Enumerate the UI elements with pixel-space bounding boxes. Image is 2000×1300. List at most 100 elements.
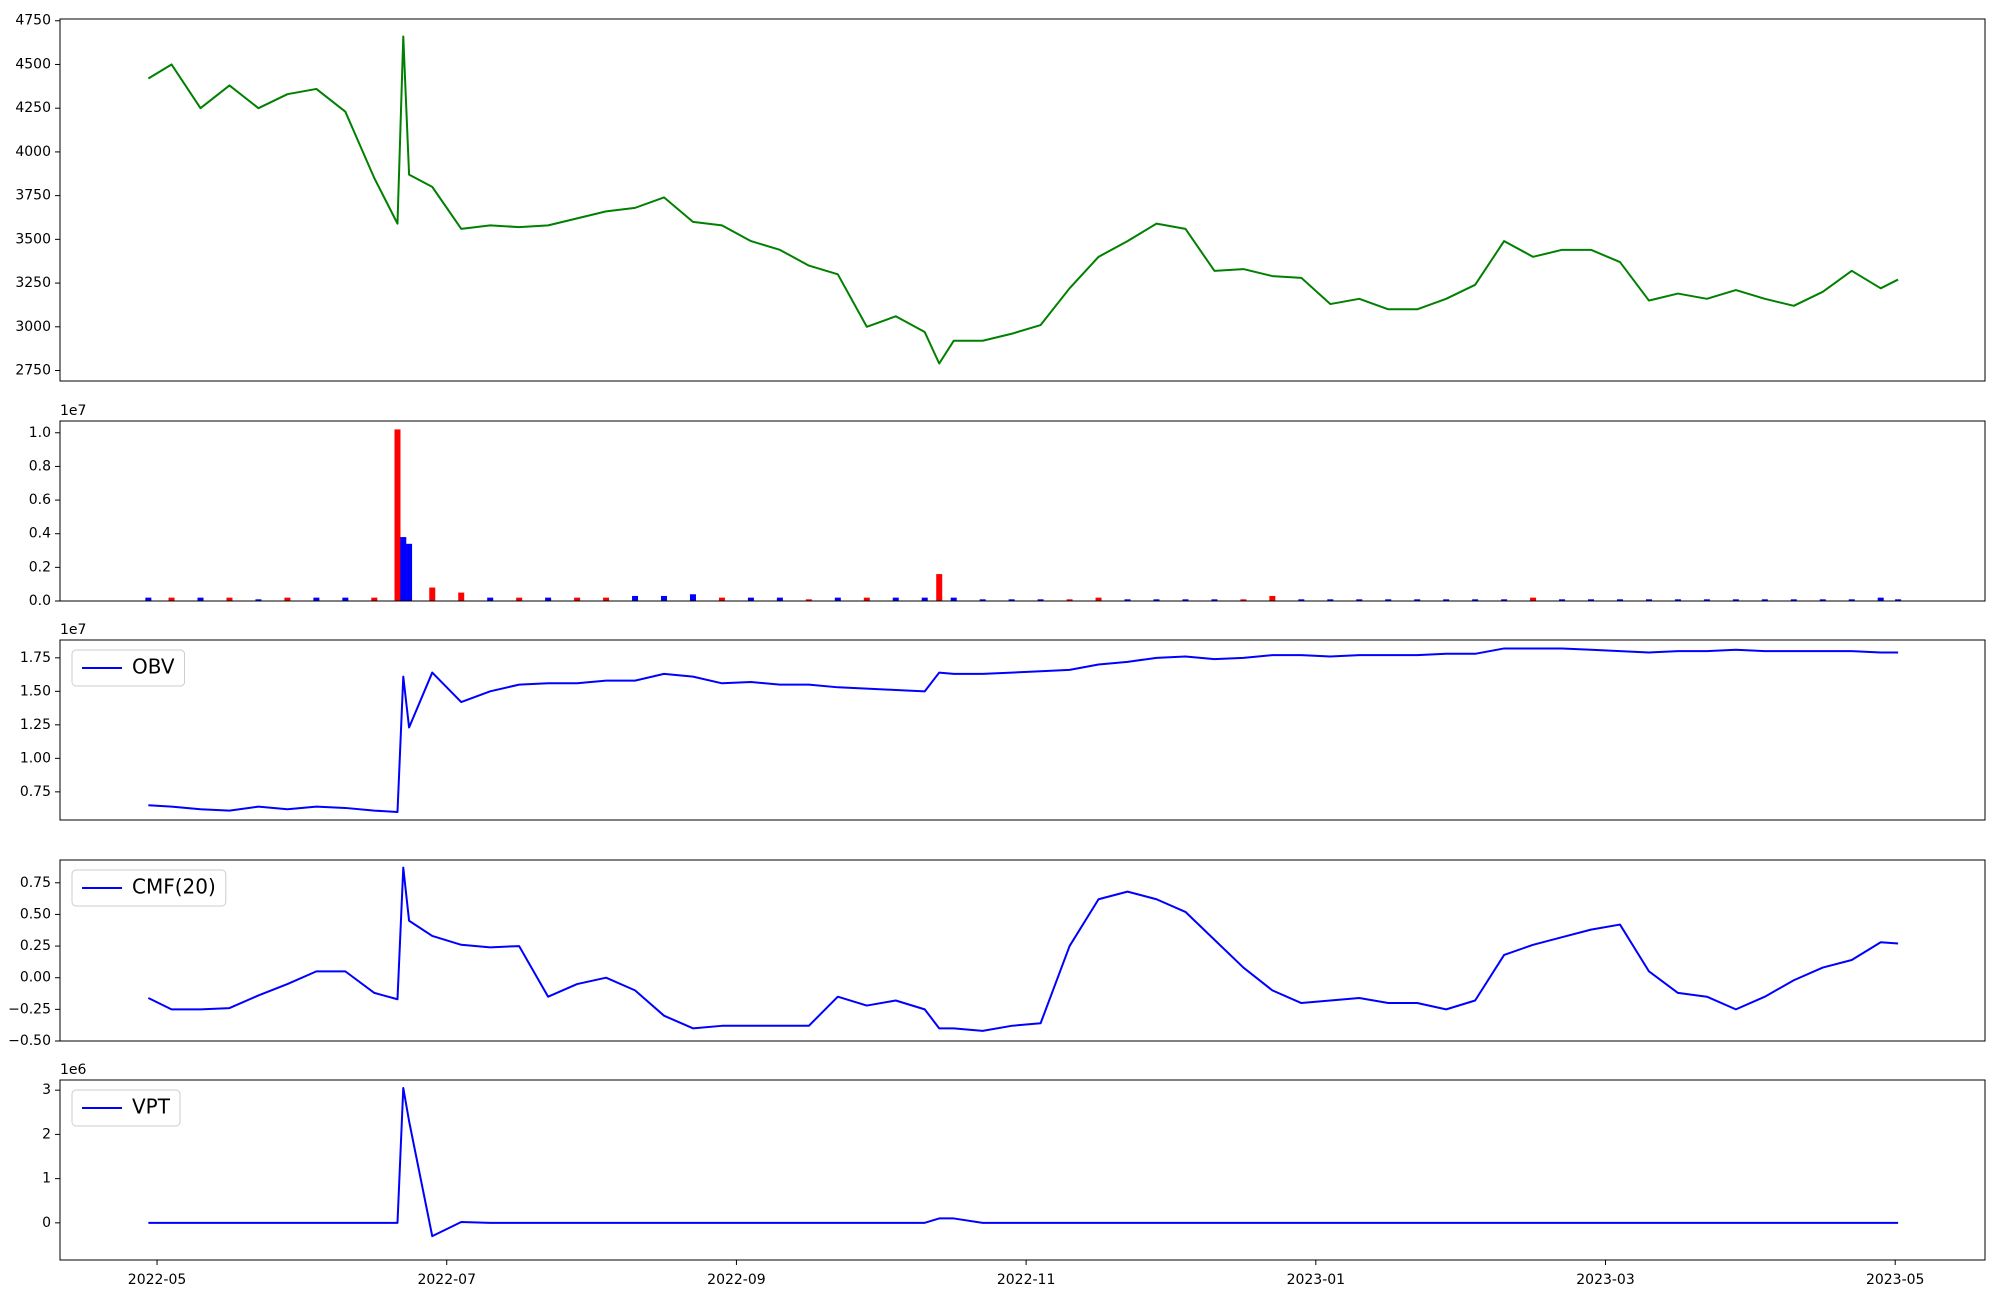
y-tick-label: 0.6: [29, 492, 51, 508]
bar: [1182, 599, 1189, 601]
bar: [1472, 599, 1479, 601]
x-tick-label: 2022-11: [997, 1272, 1056, 1288]
x-tick-label: 2023-03: [1576, 1272, 1635, 1288]
bar: [1819, 599, 1826, 601]
x-tick-label: 2022-05: [128, 1272, 187, 1288]
y-tick-label: 2750: [15, 363, 51, 379]
y-tick-label: 3000: [15, 319, 51, 335]
bar: [979, 599, 986, 601]
bar: [1008, 599, 1015, 601]
y-tick-label: −0.50: [8, 1033, 51, 1049]
y-tick-label: 0.8: [29, 458, 51, 474]
bar: [1443, 599, 1450, 601]
y-tick-label: 1: [42, 1171, 51, 1187]
bar: [834, 597, 841, 601]
bar: [1530, 597, 1537, 601]
legend-box: [71, 869, 227, 907]
line: [147, 35, 1899, 365]
bar: [1790, 599, 1797, 601]
y-tick-label: 2: [42, 1126, 51, 1142]
bar: [1095, 597, 1102, 601]
legend-box: [71, 649, 186, 687]
offset-label: 1e6: [60, 1062, 87, 1078]
bar: [1414, 599, 1421, 601]
bar: [1124, 599, 1131, 601]
y-tick-label: 3750: [15, 188, 51, 204]
x-tick-label: 2023-05: [1866, 1272, 1925, 1288]
offset-label: 1e7: [60, 403, 86, 419]
y-tick-label: 0.75: [20, 784, 51, 800]
bar: [689, 594, 696, 601]
bar: [1645, 599, 1652, 601]
bar: [255, 599, 262, 601]
bar: [487, 597, 494, 601]
bar: [516, 597, 523, 601]
bar: [226, 597, 233, 601]
bar: [313, 597, 320, 601]
bar: [168, 597, 175, 601]
bar: [1761, 599, 1768, 601]
y-tick-label: 0.2: [29, 559, 51, 575]
y-tick-label: 3: [42, 1082, 51, 1098]
bar: [1895, 599, 1902, 601]
bar: [1037, 599, 1044, 601]
y-tick-label: 4000: [15, 144, 51, 160]
offset-label: 1e7: [60, 622, 86, 638]
bar: [1616, 599, 1623, 601]
y-tick-label: 1.0: [29, 425, 51, 441]
bar: [1703, 599, 1710, 601]
bar: [1588, 599, 1595, 601]
bar: [400, 537, 407, 601]
y-tick-label: 4500: [15, 56, 51, 72]
bar: [342, 597, 349, 601]
bar: [1298, 599, 1305, 601]
bar: [1559, 599, 1566, 601]
y-tick-label: 0.75: [20, 875, 51, 891]
bar: [1501, 599, 1508, 601]
legend-label: CMF(20): [132, 875, 216, 899]
legend-box: [71, 1089, 181, 1127]
bar: [1356, 599, 1363, 601]
line: [148, 647, 1899, 813]
bar: [1327, 599, 1334, 601]
bar: [284, 597, 291, 601]
bar: [892, 597, 899, 601]
axes-frame: [59, 639, 1986, 821]
bar: [747, 597, 754, 601]
y-tick-label: 0: [42, 1215, 51, 1231]
line: [148, 1086, 1899, 1238]
bar: [805, 599, 812, 601]
bar: [394, 429, 401, 601]
bar: [718, 597, 725, 601]
bar: [1877, 597, 1884, 601]
x-tick-label: 2022-09: [707, 1272, 766, 1288]
y-tick-label: −0.25: [8, 1001, 51, 1017]
legend-label: OBV: [132, 655, 175, 679]
y-tick-label: 1.00: [20, 750, 51, 766]
bar: [371, 597, 378, 601]
legend-label: VPT: [132, 1095, 171, 1119]
y-tick-label: 0.4: [29, 526, 51, 542]
y-tick-label: 4750: [15, 13, 51, 29]
bar: [458, 592, 465, 601]
bar: [1269, 595, 1276, 601]
bar: [1153, 599, 1160, 601]
bar: [574, 597, 581, 601]
bar: [936, 574, 943, 601]
y-tick-label: 0.00: [20, 970, 51, 986]
bar: [863, 597, 870, 601]
bar: [545, 597, 552, 601]
bar: [776, 597, 783, 601]
bar: [921, 597, 928, 601]
bar: [1848, 599, 1855, 601]
y-tick-label: 1.25: [20, 717, 51, 733]
bar: [950, 597, 957, 601]
bar: [1211, 599, 1218, 601]
axes-frame: [59, 1079, 1986, 1261]
bar: [197, 597, 204, 601]
bar: [1240, 599, 1247, 601]
bar: [1674, 599, 1681, 601]
y-tick-label: 0.25: [20, 938, 51, 954]
bar: [603, 597, 610, 601]
